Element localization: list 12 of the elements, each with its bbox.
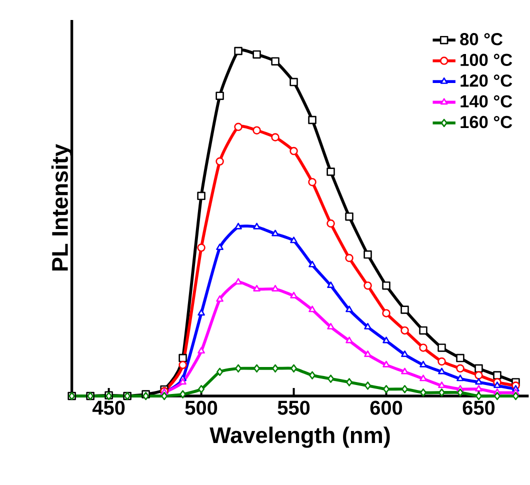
- x-tick-label: 450: [92, 400, 125, 415]
- x-tick-label: 550: [278, 400, 310, 415]
- legend-label: 140 °C: [460, 95, 512, 108]
- legend-label: 80 °C: [460, 33, 503, 46]
- legend-label: 160 °C: [460, 116, 512, 128]
- x-tick-label: 600: [370, 400, 402, 415]
- legend-label: 120 °C: [460, 74, 512, 87]
- legend-label: 100 °C: [460, 54, 512, 66]
- x-tick-label: 650: [462, 400, 495, 415]
- x-axis-title: Wavelength (nm): [210, 426, 390, 448]
- x-tick-label: 500: [185, 400, 218, 415]
- y-axis-title: PL Intensity: [51, 144, 72, 271]
